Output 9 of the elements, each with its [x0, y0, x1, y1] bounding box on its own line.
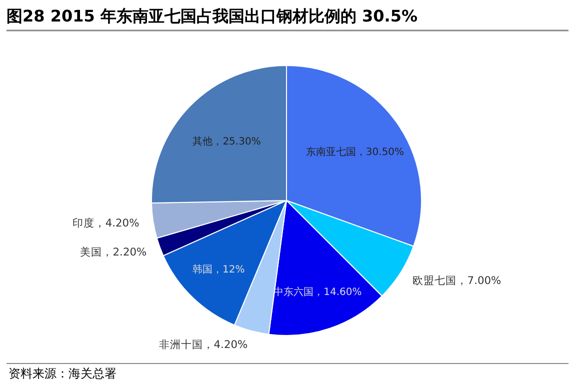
chart-title: 图28 2015 年东南亚七国占我国出口钢材比例的 30.5% — [6, 6, 418, 26]
slice-label: 印度，4.20% — [72, 216, 140, 230]
slice-label: 美国，2.20% — [80, 245, 147, 258]
text: 资料来源：海关总署 — [8, 366, 116, 380]
slice-label: 东南亚七国，30.50% — [306, 146, 404, 158]
slice-label: 其他，25.30% — [192, 135, 261, 148]
slice-label: 非洲十国，4.20% — [158, 338, 248, 351]
slice-label: 韩国，12% — [192, 264, 245, 276]
slice-label: 欧盟七国，7.00% — [412, 274, 502, 287]
